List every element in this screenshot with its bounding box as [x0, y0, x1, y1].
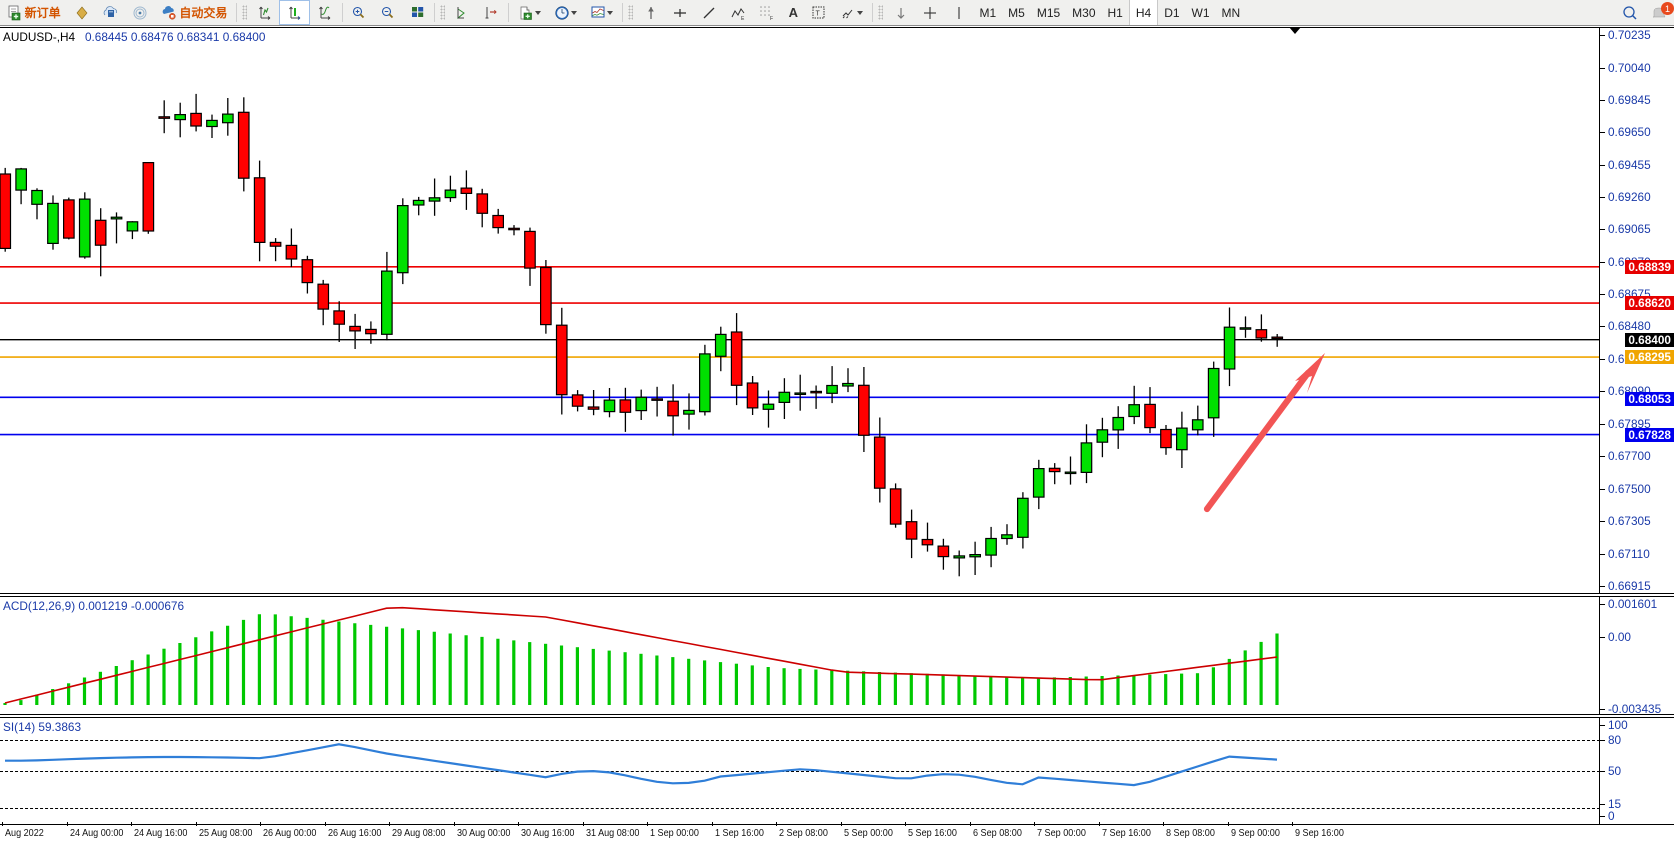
svg-text:E: E: [741, 16, 745, 21]
svg-text:T: T: [816, 10, 821, 17]
svg-text:F: F: [770, 16, 773, 21]
